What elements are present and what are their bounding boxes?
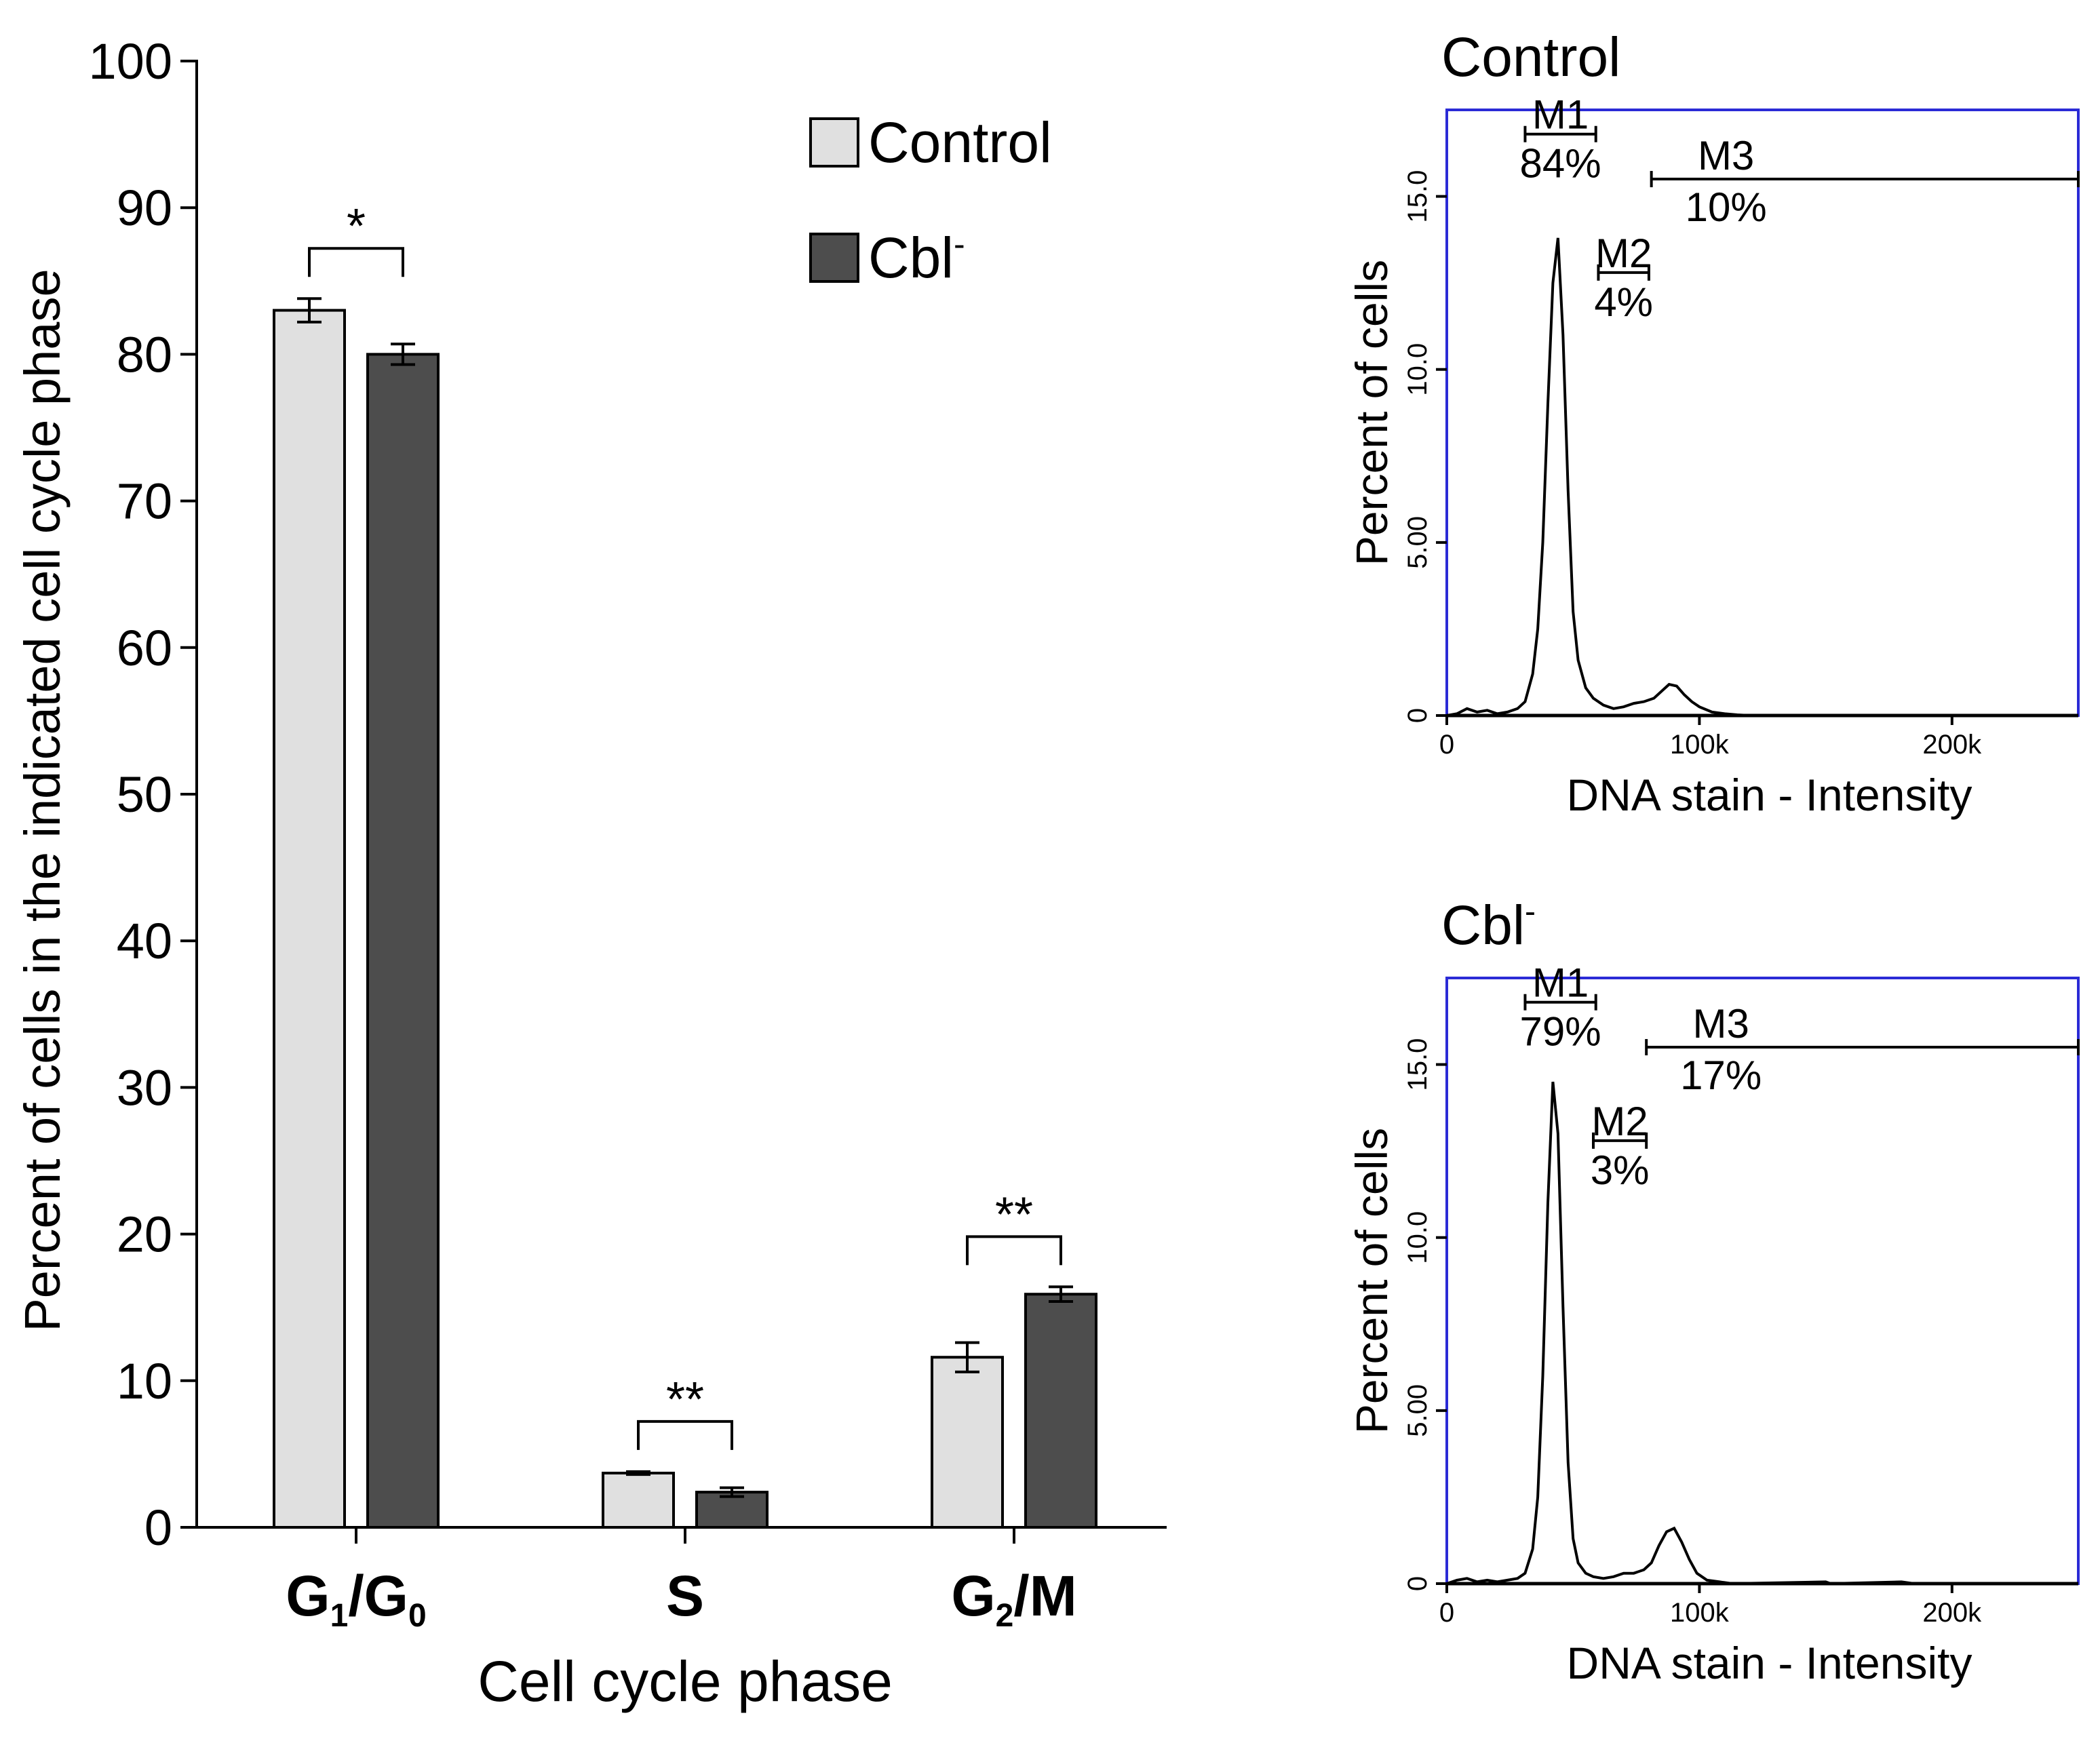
histogram-title: Control: [1441, 26, 1620, 88]
marker-name: M1: [1532, 92, 1589, 138]
marker-name: M3: [1698, 133, 1754, 178]
y-tick-label: 50: [117, 766, 172, 823]
y-tick-label: 0: [1403, 708, 1433, 723]
x-tick-label: 0: [1439, 730, 1454, 760]
significance-bracket: [637, 1419, 733, 1450]
histogram-title: Cbl-: [1441, 894, 1536, 956]
legend-swatch: [809, 117, 859, 168]
y-tick-label: 70: [117, 473, 172, 530]
histogram-cbl: Cbl- 0 5.00 10.0 15.0 0 100k 200k DNA stain - In…: [1346, 894, 2080, 1688]
plot-frame: [1445, 977, 2080, 1585]
marker-percent: 84%: [1520, 141, 1601, 187]
y-tick-label: 0: [1403, 1576, 1433, 1591]
x-axis-title: DNA stain - Intensity: [1567, 1638, 1972, 1688]
y-tick-label: 10.0: [1403, 1211, 1433, 1264]
significance-bracket: [966, 1235, 1062, 1266]
legend-swatch: [809, 233, 859, 283]
y-tick-label: 5.00: [1403, 516, 1433, 569]
x-tick-label: G2/M: [951, 1564, 1076, 1634]
legend-label: Cbl-: [868, 225, 965, 290]
y-tick-label: 10: [117, 1353, 172, 1409]
histogram-line: [1446, 237, 2078, 717]
x-tick-label: 0: [1439, 1598, 1454, 1628]
x-axis-title: Cell cycle phase: [478, 1649, 893, 1713]
y-tick-label: 30: [117, 1059, 172, 1116]
y-tick-label: 15.0: [1403, 170, 1433, 223]
x-axis-title: DNA stain - Intensity: [1567, 770, 1972, 820]
bar: [1024, 1293, 1097, 1529]
y-axis-title: Percent of cells: [1346, 1128, 1397, 1434]
significance-bracket: [308, 247, 404, 277]
marker-percent: 10%: [1686, 184, 1767, 230]
x-tick-label: 200k: [1922, 1598, 1982, 1628]
y-axis-title: Percent of cells in the indicated cell c…: [14, 269, 71, 1331]
x-tick-label: G1/G0: [286, 1564, 426, 1634]
y-tick-label: 0: [144, 1500, 172, 1556]
bar: [366, 353, 440, 1529]
significance-marker: **: [995, 1188, 1033, 1242]
y-tick-label: 20: [117, 1207, 172, 1263]
marker-percent: 17%: [1680, 1053, 1762, 1098]
marker-percent: 3%: [1591, 1148, 1650, 1193]
y-tick-label: 60: [117, 620, 172, 676]
legend-label: Control: [868, 111, 1052, 174]
significance-marker: *: [347, 199, 366, 254]
y-tick-label: 5.00: [1403, 1384, 1433, 1437]
significance-marker: **: [666, 1373, 704, 1427]
bar: [931, 1356, 1004, 1529]
marker-name: M2: [1595, 231, 1652, 276]
histogram-control: Control 0 5.00 10.0 15.0 0 100k 200k DNA stain -…: [1346, 26, 2080, 820]
marker-name: M3: [1693, 1001, 1749, 1046]
y-tick-label: 10.0: [1403, 343, 1433, 396]
x-tick-label: 100k: [1670, 1598, 1730, 1628]
y-tick-label: 100: [89, 33, 172, 90]
bar: [273, 309, 346, 1529]
histogram-line: [1446, 1081, 2078, 1586]
marker-name: M1: [1532, 960, 1589, 1006]
marker-percent: 4%: [1594, 279, 1653, 325]
x-tick-label: S: [666, 1564, 704, 1628]
y-tick-label: 90: [117, 180, 172, 236]
marker-percent: 79%: [1520, 1009, 1601, 1055]
x-tick-label: 100k: [1670, 730, 1730, 760]
y-tick-label: 80: [117, 326, 172, 383]
bar: [602, 1472, 675, 1529]
y-axis-title: Percent of cells: [1346, 260, 1397, 566]
marker-name: M2: [1591, 1099, 1648, 1144]
y-tick-label: 15.0: [1403, 1038, 1433, 1091]
y-tick-label: 40: [117, 913, 172, 969]
x-tick-label: 200k: [1922, 730, 1982, 760]
